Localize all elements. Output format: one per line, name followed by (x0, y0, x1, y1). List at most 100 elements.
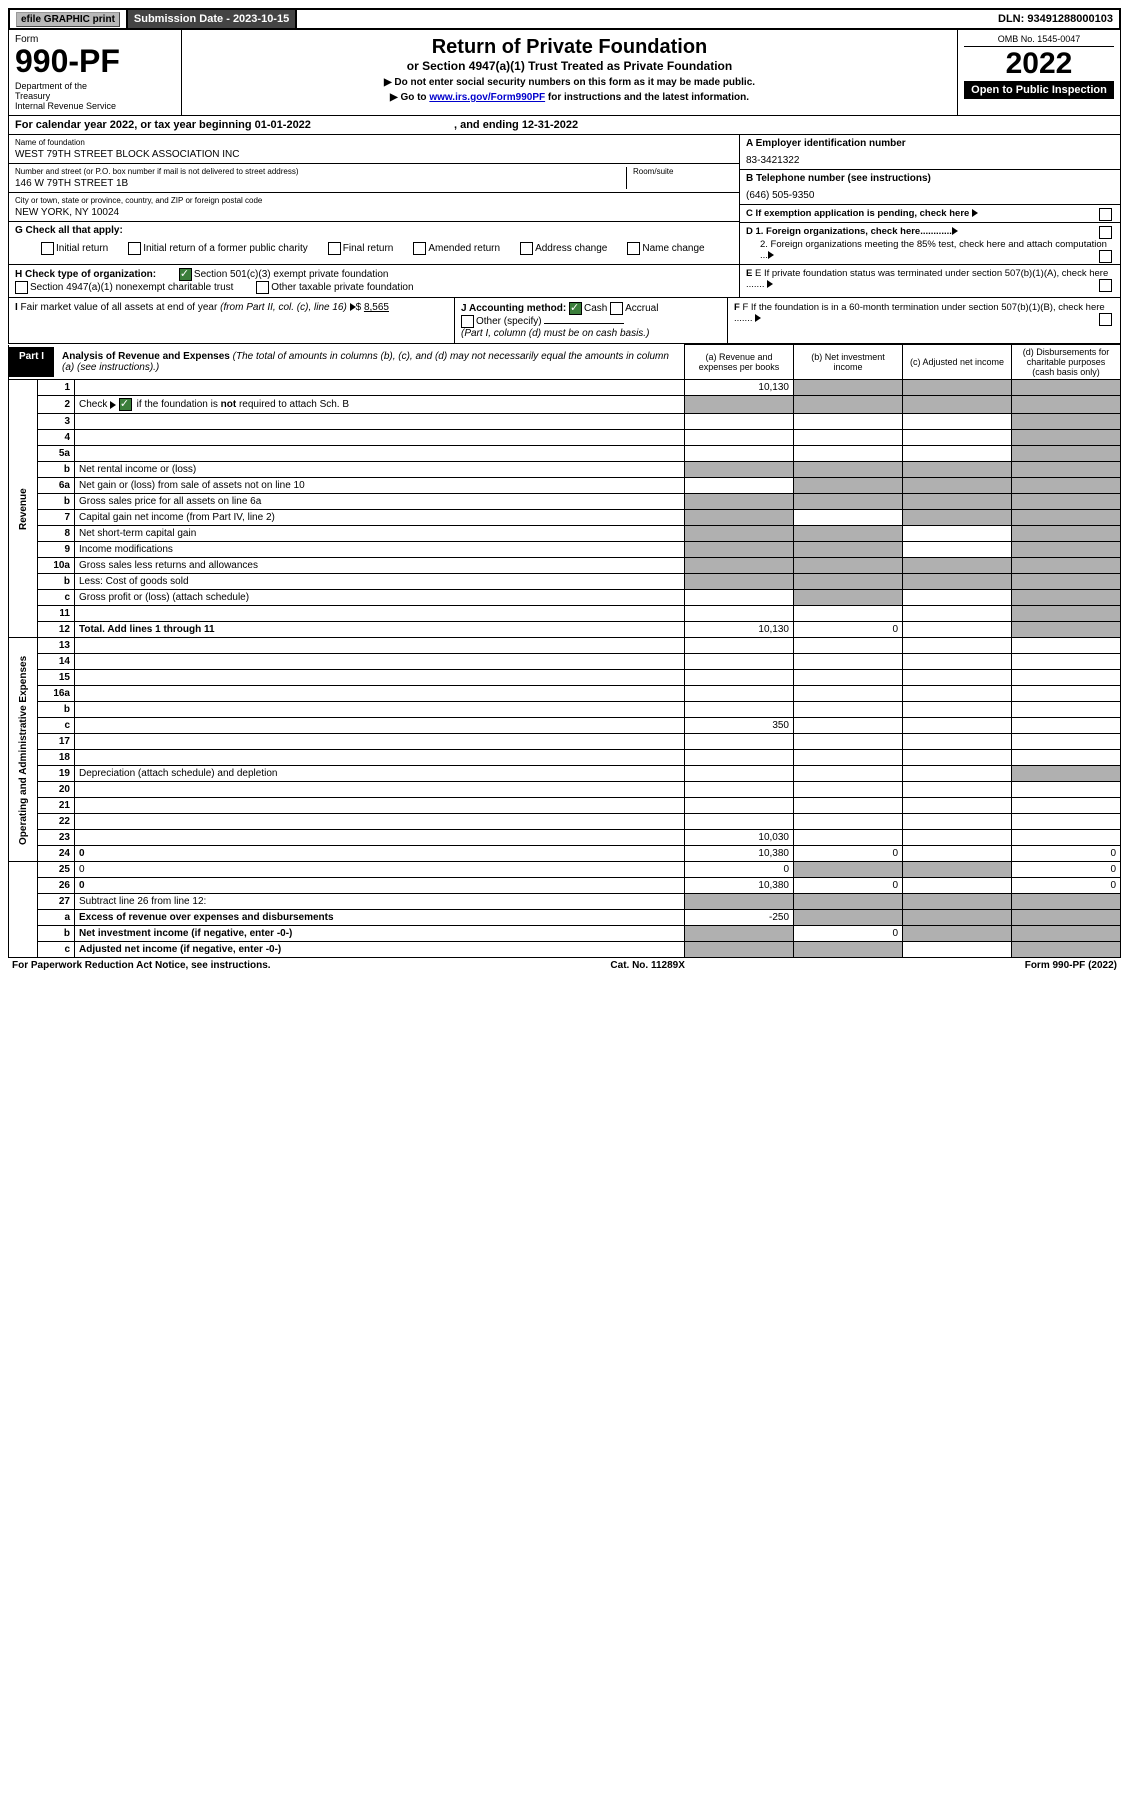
chk-address-change[interactable] (520, 242, 533, 255)
table-row: 22 (9, 814, 1121, 830)
expenses-side-label: Operating and Administrative Expenses (9, 638, 38, 862)
g-check-row: G Check all that apply: Initial return I… (9, 222, 739, 265)
table-row: bNet investment income (if negative, ent… (9, 926, 1121, 942)
addr-cell: Number and street (or P.O. box number if… (9, 164, 739, 193)
form-number: 990-PF (15, 45, 175, 77)
irs-link[interactable]: www.irs.gov/Form990PF (429, 92, 545, 103)
chk-cash[interactable] (569, 302, 582, 315)
ein-value: 83-3421322 (746, 155, 1114, 166)
footer-left: For Paperwork Reduction Act Notice, see … (12, 960, 271, 971)
arrow-icon (972, 209, 978, 217)
table-row: c350 (9, 718, 1121, 734)
chk-foreign-85[interactable] (1099, 250, 1112, 263)
table-row: 24010,38000 (9, 846, 1121, 862)
part1-desc: Analysis of Revenue and Expenses (The to… (54, 347, 684, 377)
part1-label: Part I (9, 347, 54, 377)
table-row: 9Income modifications (9, 542, 1121, 558)
arrow-icon (768, 251, 774, 259)
efile-cell: efile GRAPHIC print (10, 10, 128, 28)
chk-initial-former[interactable] (128, 242, 141, 255)
table-row: 14 (9, 654, 1121, 670)
table-row: 15 (9, 670, 1121, 686)
phone-value: (646) 505-9350 (746, 190, 1114, 201)
chk-exemption-pending[interactable] (1099, 208, 1112, 221)
chk-amended-return[interactable] (413, 242, 426, 255)
chk-initial-return[interactable] (41, 242, 54, 255)
open-to-public: Open to Public Inspection (964, 81, 1114, 99)
city-state-zip: NEW YORK, NY 10024 (15, 207, 733, 218)
phone-cell: B Telephone number (see instructions) (6… (740, 170, 1120, 205)
j-accounting: J Accounting method: Cash Accrual Other … (455, 298, 728, 343)
chk-name-change[interactable] (627, 242, 640, 255)
table-row: 27Subtract line 26 from line 12: (9, 894, 1121, 910)
header-left: Form 990-PF Department of theTreasuryInt… (9, 30, 182, 115)
table-row: aExcess of revenue over expenses and dis… (9, 910, 1121, 926)
entity-info: Name of foundation WEST 79TH STREET BLOC… (8, 135, 1121, 298)
ein-cell: A Employer identification number 83-3421… (740, 135, 1120, 170)
table-row: 21 (9, 798, 1121, 814)
submission-date-cell: Submission Date - 2023-10-15 (128, 10, 297, 28)
entity-left: Name of foundation WEST 79TH STREET BLOC… (9, 135, 740, 297)
table-row: 5a (9, 446, 1121, 462)
chk-accrual[interactable] (610, 302, 623, 315)
table-row: 7Capital gain net income (from Part IV, … (9, 510, 1121, 526)
col-c-header: (c) Adjusted net income (903, 345, 1012, 380)
dln-value: 93491288000103 (1027, 13, 1113, 25)
street-address: 146 W 79TH STREET 1B (15, 178, 626, 189)
header-center: Return of Private Foundation or Section … (182, 30, 958, 115)
header-right: OMB No. 1545-0047 2022 Open to Public In… (958, 30, 1120, 115)
arrow-icon (952, 227, 958, 235)
form-header: Form 990-PF Department of theTreasuryInt… (8, 30, 1121, 116)
table-row: 10aGross sales less returns and allowanc… (9, 558, 1121, 574)
table-row: bGross sales price for all assets on lin… (9, 494, 1121, 510)
table-row: 12Total. Add lines 1 through 1110,1300 (9, 622, 1121, 638)
table-row: 17 (9, 734, 1121, 750)
table-row: 25000 (9, 862, 1121, 878)
table-row: Revenue 1 10,130 (9, 380, 1121, 396)
instr-1: ▶ Do not enter social security numbers o… (188, 77, 951, 88)
calendar-year-row: For calendar year 2022, or tax year begi… (8, 116, 1121, 135)
c-check: C If exemption application is pending, c… (740, 205, 1120, 223)
chk-status-terminated[interactable] (1099, 279, 1112, 292)
chk-other-taxable[interactable] (256, 281, 269, 294)
tax-year: 2022 (964, 47, 1114, 81)
fmv-value: 8,565 (364, 302, 389, 313)
table-row: 11 (9, 606, 1121, 622)
chk-final-return[interactable] (328, 242, 341, 255)
page-footer: For Paperwork Reduction Act Notice, see … (8, 958, 1121, 973)
hij-row: I Fair market value of all assets at end… (8, 298, 1121, 344)
chk-schb-not-required[interactable] (119, 398, 132, 411)
table-row: Operating and Administrative Expenses 13 (9, 638, 1121, 654)
table-row: 2 Check if the foundation is not require… (9, 396, 1121, 414)
col-d-header: (d) Disbursements for charitable purpose… (1012, 345, 1121, 380)
chk-other-method[interactable] (461, 315, 474, 328)
arrow-icon (350, 303, 356, 311)
arrow-icon (110, 401, 116, 409)
table-row: 8Net short-term capital gain (9, 526, 1121, 542)
footer-right: Form 990-PF (2022) (1025, 960, 1117, 971)
omb-number: OMB No. 1545-0047 (964, 34, 1114, 47)
col-a-header: (a) Revenue and expenses per books (685, 345, 794, 380)
dln-label: DLN: (998, 13, 1027, 25)
top-bar: efile GRAPHIC print Submission Date - 20… (8, 8, 1121, 30)
f-check: F F If the foundation is in a 60-month t… (728, 298, 1120, 343)
table-row: 26010,38000 (9, 878, 1121, 894)
table-row: cAdjusted net income (if negative, enter… (9, 942, 1121, 958)
dln-cell: DLN: 93491288000103 (992, 10, 1119, 28)
city-cell: City or town, state or province, country… (9, 193, 739, 222)
chk-501c3[interactable] (179, 268, 192, 281)
chk-foreign-org[interactable] (1099, 226, 1112, 239)
table-row: 4 (9, 430, 1121, 446)
table-row: 19Depreciation (attach schedule) and dep… (9, 766, 1121, 782)
subdate-label: Submission Date - (134, 13, 233, 25)
dept-label: Department of theTreasuryInternal Revenu… (15, 81, 175, 111)
chk-60month[interactable] (1099, 313, 1112, 326)
efile-button[interactable]: efile GRAPHIC print (16, 12, 120, 27)
arrow-icon (755, 314, 761, 322)
h-check-row: H Check type of organization: Section 50… (9, 265, 739, 297)
subdate: 2023-10-15 (233, 13, 289, 25)
chk-4947[interactable] (15, 281, 28, 294)
table-row: 3 (9, 414, 1121, 430)
table-row: b (9, 702, 1121, 718)
d-checks: D 1. Foreign organizations, check here..… (740, 223, 1120, 265)
